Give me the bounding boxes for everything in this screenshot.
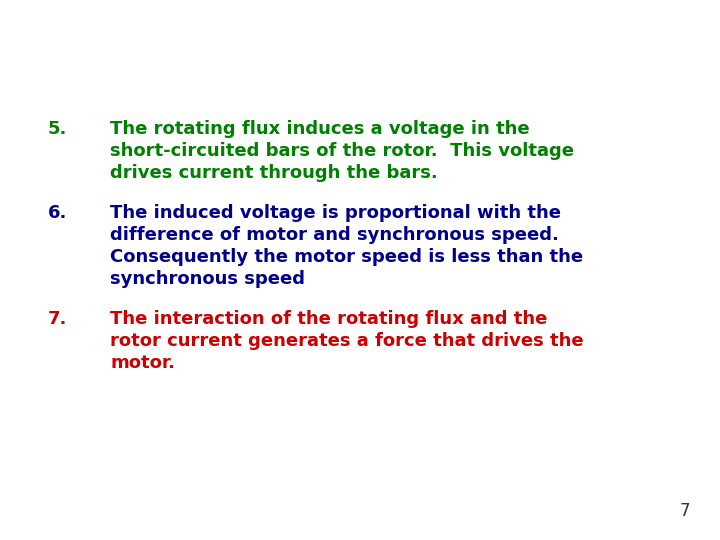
Text: The induced voltage is proportional with the: The induced voltage is proportional with… bbox=[110, 204, 561, 222]
Text: The rotating flux induces a voltage in the: The rotating flux induces a voltage in t… bbox=[110, 120, 530, 138]
Text: The interaction of the rotating flux and the: The interaction of the rotating flux and… bbox=[110, 310, 547, 328]
Text: rotor current generates a force that drives the: rotor current generates a force that dri… bbox=[110, 332, 584, 350]
Text: drives current through the bars.: drives current through the bars. bbox=[110, 164, 438, 182]
Text: 7: 7 bbox=[680, 502, 690, 520]
Text: 7.: 7. bbox=[48, 310, 68, 328]
Text: difference of motor and synchronous speed.: difference of motor and synchronous spee… bbox=[110, 226, 559, 244]
Text: 5.: 5. bbox=[48, 120, 68, 138]
Text: short-circuited bars of the rotor.  This voltage: short-circuited bars of the rotor. This … bbox=[110, 142, 574, 160]
Text: motor.: motor. bbox=[110, 354, 175, 372]
Text: 6.: 6. bbox=[48, 204, 68, 222]
Text: synchronous speed: synchronous speed bbox=[110, 270, 305, 288]
Text: Consequently the motor speed is less than the: Consequently the motor speed is less tha… bbox=[110, 248, 583, 266]
